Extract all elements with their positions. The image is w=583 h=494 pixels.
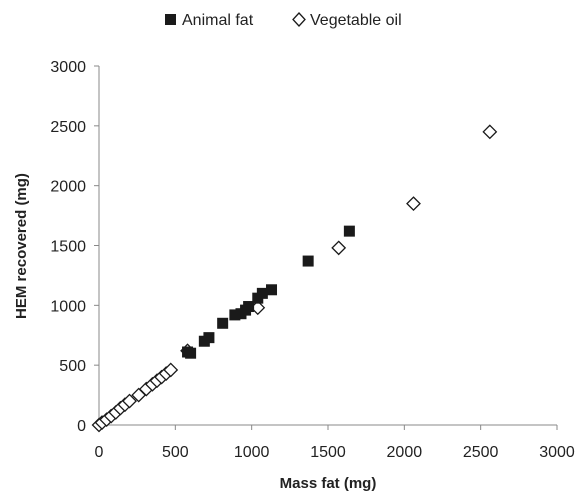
animal-fat-point: [229, 309, 241, 321]
x-axis-ticks: 0 500 1000 1500 2000 2500 3000: [95, 425, 575, 461]
vegetable-oil-point: [331, 240, 347, 256]
animal-fat-point: [243, 301, 255, 313]
x-tick-label: 1000: [234, 444, 270, 461]
x-axis-title: Mass fat (mg): [280, 475, 377, 492]
y-tick-label: 3000: [50, 59, 86, 76]
legend-label-vegetable-oil: Vegetable oil: [310, 12, 402, 29]
y-axis-title: HEM recovered (mg): [13, 173, 30, 319]
x-tick-label: 0: [95, 444, 104, 461]
animal-fat-point: [343, 225, 355, 237]
animal-fat-point: [256, 287, 268, 299]
animal-fat-point: [185, 347, 197, 359]
y-tick-label: 2500: [50, 119, 86, 136]
legend-marker-animal-fat: [165, 14, 176, 25]
x-tick-label: 500: [162, 444, 189, 461]
y-tick-label: 1000: [50, 298, 86, 315]
y-tick-label: 2000: [50, 179, 86, 196]
x-tick-label: 3000: [539, 444, 575, 461]
animal-fat-point: [203, 332, 215, 344]
y-tick-label: 500: [59, 358, 86, 375]
y-tick-label: 1500: [50, 239, 86, 256]
legend: Animal fat Vegetable oil: [165, 12, 402, 29]
vegetable-oil-point: [122, 393, 137, 409]
vegetable-oil-point: [163, 362, 179, 378]
data-points: [91, 124, 498, 433]
animal-fat-point: [302, 255, 314, 267]
x-tick-label: 1500: [310, 444, 346, 461]
y-axis-ticks: 0 500 1000 1500 2000 2500 3000: [50, 59, 99, 435]
animal-fat-point: [217, 317, 229, 329]
x-tick-label: 2500: [463, 444, 499, 461]
vegetable-oil-point: [406, 196, 421, 212]
y-tick-label: 0: [77, 418, 86, 435]
legend-marker-vegetable-oil: [292, 12, 306, 27]
vegetable-oil-point: [482, 124, 498, 140]
legend-label-animal-fat: Animal fat: [182, 12, 254, 29]
animal-fat-point: [266, 284, 278, 296]
x-tick-label: 2000: [387, 444, 423, 461]
